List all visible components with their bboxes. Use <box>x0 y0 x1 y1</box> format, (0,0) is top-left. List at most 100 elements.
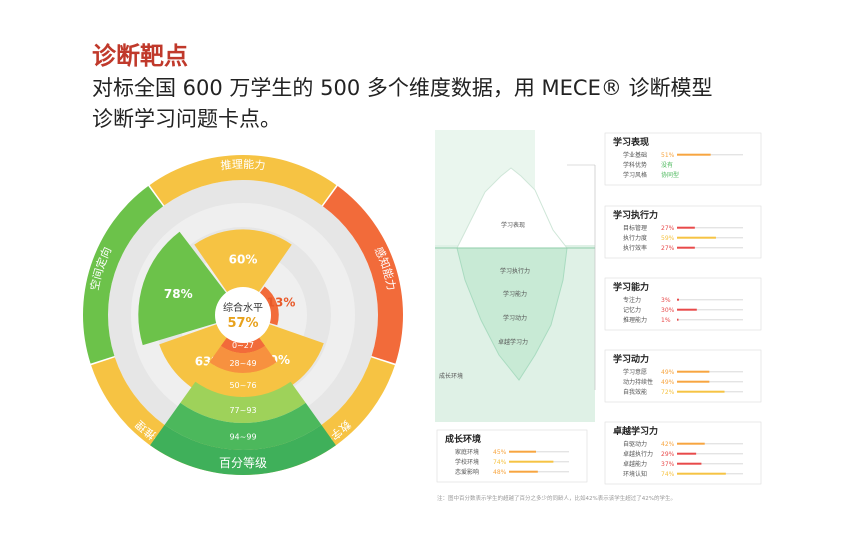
metric-card <box>604 277 762 331</box>
metric-bar-fill <box>509 450 536 453</box>
metric-bar-fill <box>677 298 679 301</box>
metric-name: 环境认知 <box>623 470 647 478</box>
metric-bar-track <box>509 451 569 453</box>
metric-value: 42% <box>661 441 675 448</box>
grade-label: 百分等级 <box>219 456 267 470</box>
metric-value: 74% <box>661 471 675 478</box>
grade-band <box>180 381 306 423</box>
metric-bar-track <box>677 299 743 301</box>
metric-bar-fill <box>677 472 726 475</box>
connector-lines <box>567 164 596 390</box>
metric-name: 学习意愿 <box>623 368 647 376</box>
metric-bar-fill <box>677 370 710 373</box>
metric-bar-track <box>677 443 743 445</box>
metric-name: 动力持续性 <box>623 378 653 386</box>
grade-band-label: 50~76 <box>229 381 256 390</box>
metric-value: 协同型 <box>661 171 679 179</box>
metric-bar-fill <box>677 236 716 239</box>
metric-value: 72% <box>661 389 675 396</box>
radial-ring-segment <box>322 186 404 364</box>
page-title: 诊断靶点 <box>92 42 188 70</box>
radial-ring-segment <box>82 186 164 364</box>
metric-bar-track <box>677 453 743 455</box>
iceberg-tip-shape <box>456 167 569 249</box>
metric-card-title: 学习能力 <box>613 281 649 293</box>
metric-card <box>604 205 762 259</box>
metric-bar-track <box>677 247 743 249</box>
grade-band <box>164 402 322 450</box>
metric-name: 自驱动力 <box>623 440 647 448</box>
metric-bar-fill <box>677 442 705 445</box>
metric-bar-fill <box>677 462 702 465</box>
metric-bar-fill <box>677 318 679 321</box>
iceberg-env-label: 成长环境 <box>439 372 463 380</box>
metric-bar-fill <box>677 153 711 156</box>
metric-value: 27% <box>661 225 675 232</box>
grade-band-label: 0~27 <box>232 341 254 350</box>
metric-card <box>436 429 588 483</box>
subtitle-line-1: 对标全国 600 万学生的 500 多个维度数据，用 MECE® 诊断模型 <box>92 76 713 100</box>
metric-bar-fill <box>677 390 725 393</box>
footnote: 注：图中百分数表示学生的超越了百分之多少的同龄人，比如42%表示该学生超过了42… <box>437 496 676 502</box>
metric-card-title: 学习表现 <box>613 136 649 148</box>
metric-name: 专注力 <box>623 296 641 304</box>
radial-value-wedge <box>194 229 292 297</box>
metric-card-title: 卓越学习力 <box>613 425 658 437</box>
metric-value: 59% <box>661 235 675 242</box>
metric-value: 37% <box>661 461 675 468</box>
metric-bar-fill <box>677 246 695 249</box>
metric-name: 学科优势 <box>623 161 647 169</box>
metric-card <box>604 132 762 186</box>
metric-bar-track <box>677 227 743 229</box>
metric-value: 30% <box>661 307 675 314</box>
metric-value: 49% <box>661 379 675 386</box>
radial-ring-segment <box>149 155 337 206</box>
grade-band-label: 77~93 <box>229 406 256 415</box>
iceberg-underwater-label: 卓越学习力 <box>498 338 528 346</box>
diagnosis-radial-chart: 60%推理能力13%感知能力60%数字计算63%减少推理78%空间定向0~272… <box>82 155 404 475</box>
center-label: 综合水平 <box>223 301 263 314</box>
metric-name: 卓越执行力 <box>623 450 653 458</box>
metric-name: 家庭环境 <box>455 448 479 456</box>
metric-bar-fill <box>677 226 695 229</box>
metric-name: 自我效能 <box>623 388 647 396</box>
metric-bar-fill <box>509 470 538 473</box>
center-value: 57% <box>227 316 258 331</box>
metric-bar-track <box>677 319 743 321</box>
metric-bar-fill <box>677 380 710 383</box>
metric-value: 49% <box>661 369 675 376</box>
metric-value: 没有 <box>661 161 673 169</box>
iceberg-underwater-shape <box>456 247 568 381</box>
metric-card-title: 学习动力 <box>613 353 649 365</box>
metric-name: 学校环境 <box>455 458 479 466</box>
metric-bar-track <box>677 309 743 311</box>
metric-name: 推理能力 <box>623 316 647 324</box>
metric-bar-track <box>677 371 743 373</box>
metric-value: 74% <box>493 459 507 466</box>
metric-bar-fill <box>677 452 697 455</box>
metric-name: 执行效率 <box>623 244 647 252</box>
radial-value-label: 78% <box>164 287 193 301</box>
metric-value: 45% <box>493 449 507 456</box>
metric-name: 记忆力 <box>623 306 641 314</box>
iceberg-underwater-label: 学习执行力 <box>500 267 530 275</box>
grade-ring-segment <box>150 424 336 475</box>
metric-name: 卓越能力 <box>623 460 647 468</box>
grade-band <box>195 362 291 397</box>
metric-bar-fill <box>509 460 554 463</box>
metric-value: 27% <box>661 245 675 252</box>
metric-name: 学习风格 <box>623 171 647 179</box>
metric-value: 1% <box>661 317 671 324</box>
iceberg-top-label: 学习表现 <box>501 221 525 229</box>
radial-value-wedge <box>138 231 230 346</box>
metric-name: 执行力度 <box>623 234 647 242</box>
metric-name: 目标管理 <box>623 224 647 232</box>
grade-band-label: 94~99 <box>229 433 256 442</box>
metric-bar-track <box>677 463 743 465</box>
radial-value-label: 60% <box>229 252 258 266</box>
metric-value: 29% <box>661 451 675 458</box>
metric-name: 学业基础 <box>623 151 647 159</box>
metric-bar-track <box>677 381 743 383</box>
radial-value-label: 13% <box>267 296 296 310</box>
